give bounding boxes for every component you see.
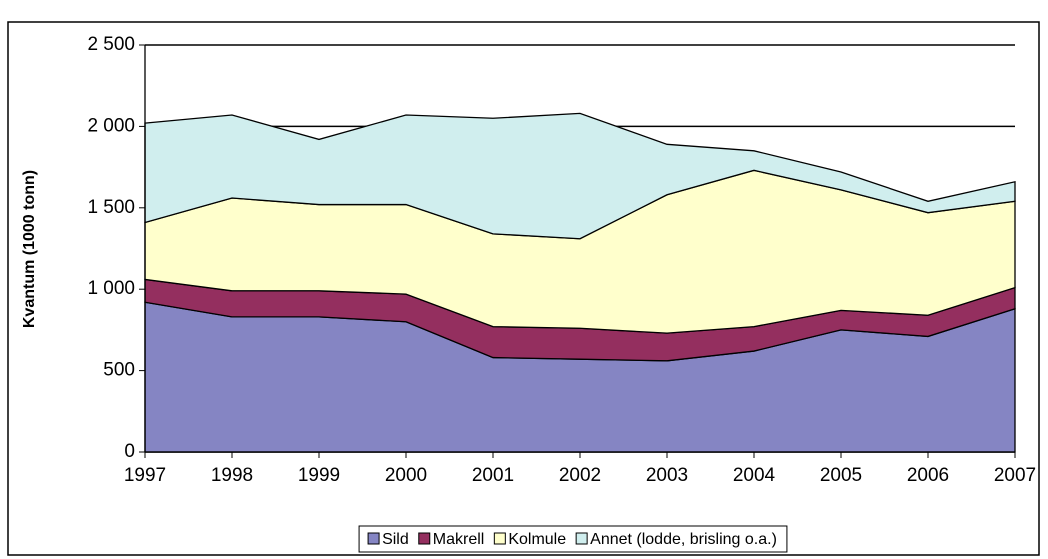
y-tick-label: 2 500 <box>87 34 135 55</box>
x-tick-label: 2006 <box>907 465 949 486</box>
y-tick-label: 1 000 <box>87 278 135 299</box>
y-axis-label: Kvantum (1000 tonn) <box>21 170 38 328</box>
x-tick-label: 1998 <box>211 465 253 486</box>
y-tick-label: 2 000 <box>87 115 135 136</box>
y-tick-label: 500 <box>103 360 135 381</box>
x-tick-label: 1999 <box>298 465 340 486</box>
legend-label: Sild <box>382 531 409 548</box>
x-tick-label: 1997 <box>124 465 166 486</box>
legend-label: Makrell <box>433 531 485 548</box>
legend-swatch <box>367 532 380 545</box>
x-tick-label: 2002 <box>559 465 601 486</box>
legend-label: Kolmule <box>508 531 566 548</box>
x-tick-label: 2005 <box>820 465 862 486</box>
x-tick-label: 2007 <box>994 465 1036 486</box>
legend-swatch <box>493 532 506 545</box>
y-tick-label: 1 500 <box>87 197 135 218</box>
legend-label: Annet (lodde, brisling o.a.) <box>590 531 777 548</box>
x-tick-label: 2004 <box>733 465 776 486</box>
area <box>144 112 1016 240</box>
x-tick-label: 2001 <box>472 465 514 486</box>
legend-box <box>358 525 788 553</box>
x-tick-label: 2003 <box>646 465 688 486</box>
x-tick-label: 2000 <box>385 465 427 486</box>
y-tick-label: 0 <box>124 441 135 462</box>
legend-swatch <box>418 532 431 545</box>
legend-swatch <box>575 532 588 545</box>
